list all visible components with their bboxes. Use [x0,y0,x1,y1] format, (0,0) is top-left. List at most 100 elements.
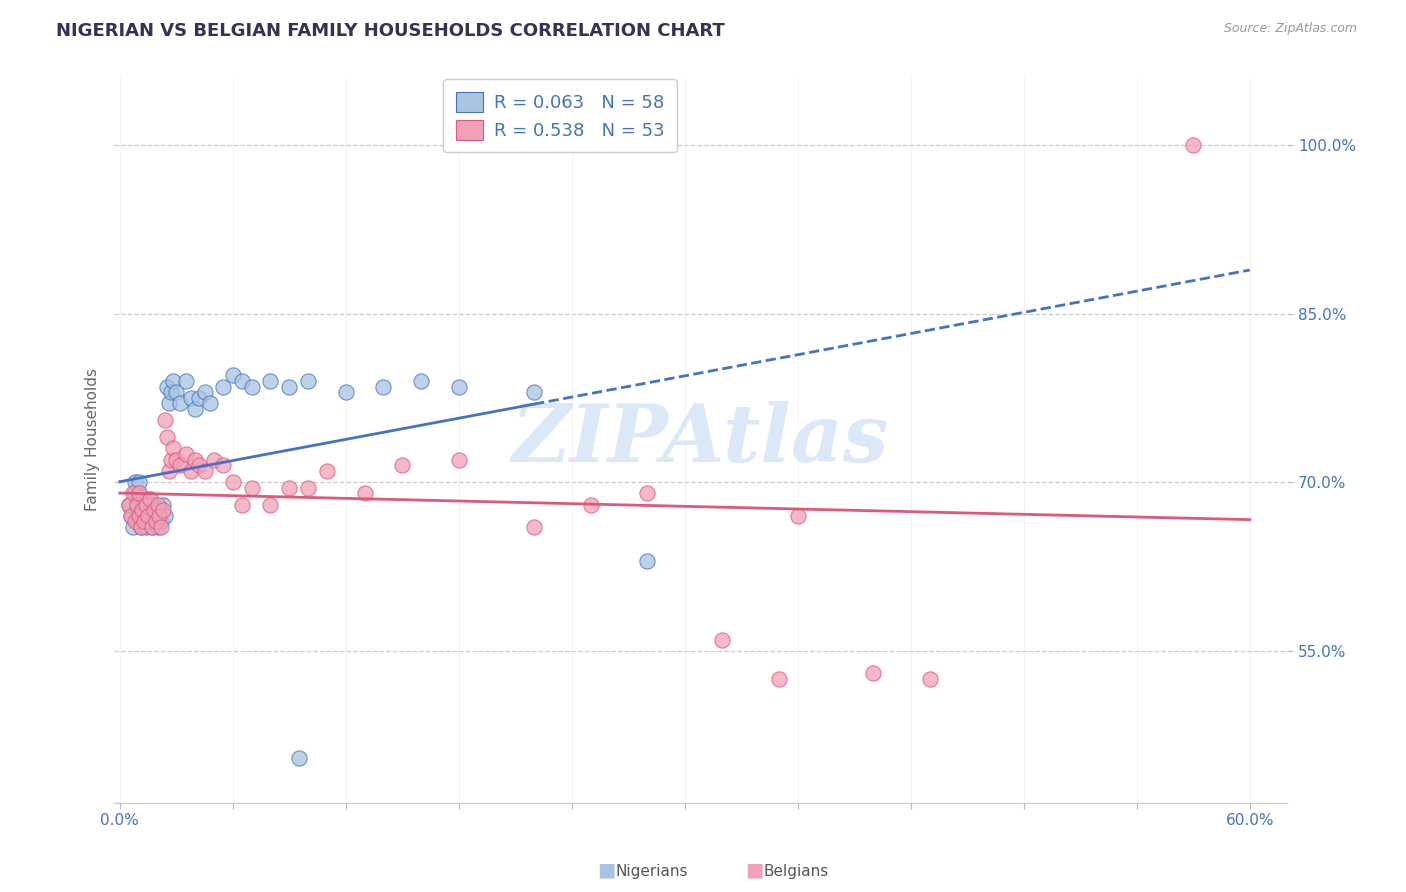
Point [184,452,207,467]
Point [118,498,141,512]
Point [523,520,546,534]
Point [134,515,156,529]
Point [194,385,217,400]
Point [141,520,163,534]
Point [447,379,470,393]
Point [118,498,141,512]
Point [156,379,179,393]
Point [142,503,165,517]
Point [180,391,202,405]
Point [918,672,941,686]
Point [128,475,150,490]
Point [120,508,142,523]
Point [139,508,162,523]
Text: NIGERIAN VS BELGIAN FAMILY HOUSEHOLDS CORRELATION CHART: NIGERIAN VS BELGIAN FAMILY HOUSEHOLDS CO… [56,22,725,40]
Point [125,515,148,529]
Point [146,520,169,534]
Point [447,452,470,467]
Point [129,520,152,534]
Point [142,515,165,529]
Point [353,486,375,500]
Point [278,379,301,393]
Point [259,498,281,512]
Point [142,498,165,512]
Point [129,520,152,534]
Point [125,498,148,512]
Point [134,508,156,523]
Point [287,750,309,764]
Point [862,666,884,681]
Point [165,385,187,400]
Point [202,452,225,467]
Point [153,413,176,427]
Point [786,508,808,523]
Point [159,452,181,467]
Point [135,520,157,534]
Point [131,515,153,529]
Point [145,508,167,523]
Point [152,503,174,517]
Point [156,430,179,444]
Point [768,672,790,686]
Point [165,452,187,467]
Point [169,458,191,473]
Point [141,503,163,517]
Point [187,458,209,473]
Point [316,464,339,478]
Point [148,503,170,517]
Point [180,464,202,478]
Point [711,632,734,647]
Point [200,396,222,410]
Point [159,385,181,400]
Point [128,508,150,523]
Point [636,486,658,500]
Point [391,458,413,473]
Point [152,498,174,512]
Point [222,475,245,490]
Point [162,442,184,456]
Point [146,498,169,512]
Point [278,481,301,495]
Point [231,374,253,388]
Point [297,481,319,495]
Y-axis label: Family Households: Family Households [86,368,100,511]
Point [134,491,156,506]
Point [194,464,217,478]
Point [187,391,209,405]
Legend: R = 0.063   N = 58, R = 0.538   N = 53: R = 0.063 N = 58, R = 0.538 N = 53 [443,79,676,153]
Point [523,385,546,400]
Text: ZIPAtlas: ZIPAtlas [512,401,890,479]
Point [150,520,173,534]
Point [335,385,357,400]
Point [259,374,281,388]
Point [212,458,235,473]
Point [150,515,173,529]
Point [373,379,395,393]
Text: Source: ZipAtlas.com: Source: ZipAtlas.com [1223,22,1357,36]
Point [174,447,197,461]
Point [174,374,197,388]
Point [240,481,263,495]
Point [124,515,146,529]
Point [169,396,191,410]
Text: Nigerians: Nigerians [616,864,689,879]
Text: ■: ■ [745,861,763,880]
Point [136,498,159,512]
Point [135,503,157,517]
Point [157,396,180,410]
Point [240,379,263,393]
Text: ■: ■ [598,861,616,880]
Point [122,520,145,534]
Point [212,379,235,393]
Point [131,503,153,517]
Point [128,486,150,500]
Point [136,508,159,523]
Point [135,498,157,512]
Point [136,515,159,529]
Point [157,464,180,478]
Point [125,498,148,512]
Point [148,508,170,523]
Point [153,508,176,523]
Point [124,475,146,490]
Point [297,374,319,388]
